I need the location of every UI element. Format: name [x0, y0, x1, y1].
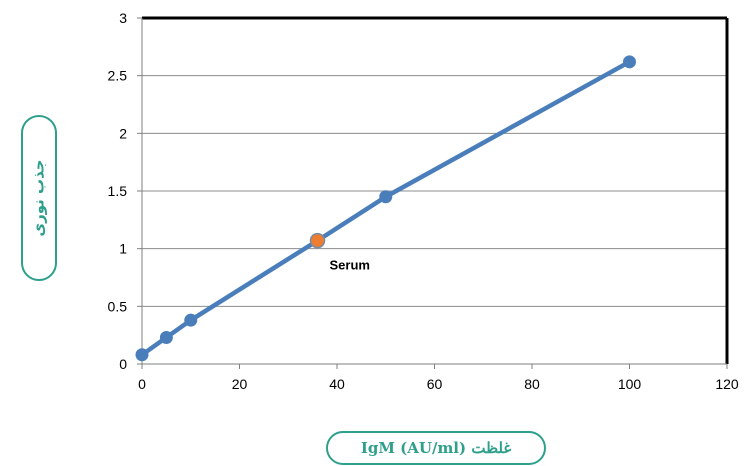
x-tick-label-2: 40 — [329, 376, 345, 392]
y-tick-label-4: 2 — [119, 125, 127, 141]
x-tick-label-0: 0 — [138, 376, 146, 392]
y-tick-label-6: 3 — [119, 10, 127, 26]
x-tick-label-4: 80 — [524, 376, 540, 392]
y-tick-label-0: 0 — [119, 356, 127, 372]
data-point-5 — [623, 55, 636, 69]
y-axis-label: جذب نوری — [30, 159, 49, 237]
y-tick-label-5: 2.5 — [108, 68, 128, 84]
data-point-1 — [159, 330, 173, 344]
serum-point — [309, 232, 326, 249]
y-tick-label-3: 1.5 — [108, 183, 128, 199]
x-tick-label-5: 100 — [618, 376, 642, 392]
x-tick-label-1: 20 — [232, 376, 248, 392]
data-point-4 — [379, 190, 393, 204]
data-point-2 — [184, 313, 198, 327]
x-axis-label-box: غلظت (IgM (AU/ml — [326, 431, 546, 465]
x-axis-label: غلظت (IgM (AU/ml — [360, 439, 512, 457]
series-line-0 — [139, 59, 632, 358]
y-axis-label-box: جذب نوری — [21, 115, 57, 281]
y-tick-label-1: 0.5 — [108, 298, 128, 314]
x-tick-label-6: 120 — [715, 376, 739, 392]
y-tick-label-2: 1 — [119, 241, 127, 257]
serum-label: Serum — [330, 258, 370, 273]
data-point-0 — [135, 348, 149, 362]
x-tick-label-3: 60 — [427, 376, 443, 392]
